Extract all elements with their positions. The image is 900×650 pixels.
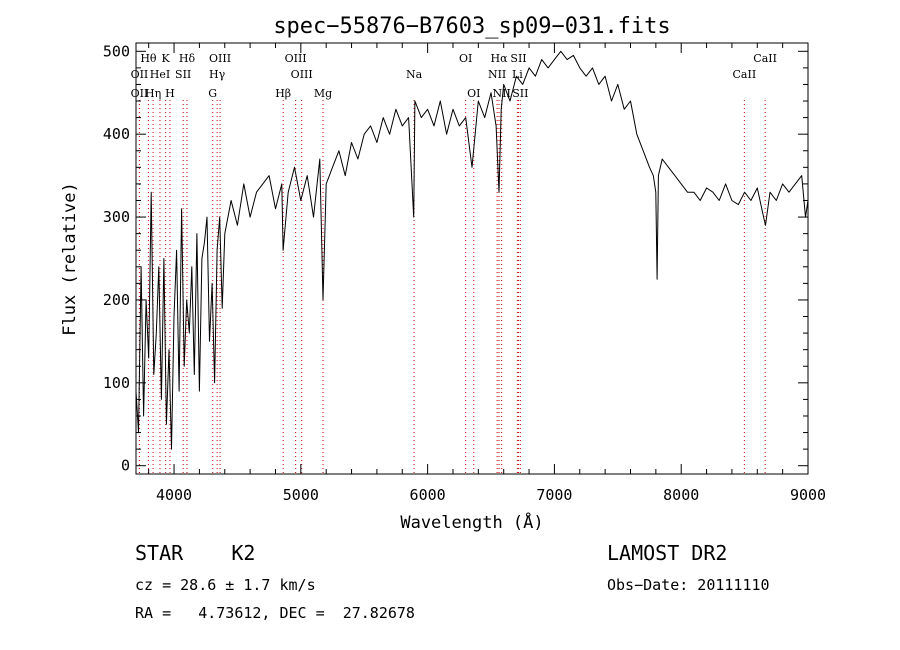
y-tick-label: 200 bbox=[103, 291, 130, 309]
marker-label: Hα bbox=[490, 52, 508, 65]
marker-label: Hθ bbox=[140, 52, 157, 65]
y-tick-label: 500 bbox=[103, 42, 130, 60]
marker-label: OI bbox=[467, 87, 480, 100]
survey-name: LAMOST DR2 bbox=[607, 541, 728, 565]
marker-label: OII bbox=[131, 68, 149, 81]
marker-label: CaII bbox=[733, 68, 757, 81]
coordinates: RA = 4.73612, DEC = 27.82678 bbox=[135, 604, 415, 622]
marker-label: HeI bbox=[150, 68, 170, 81]
marker-label: Hδ bbox=[179, 52, 196, 65]
plot-frame bbox=[135, 42, 809, 475]
marker-label: Hβ bbox=[275, 87, 291, 100]
x-tick-label: 7000 bbox=[536, 486, 572, 504]
y-tick-label: 400 bbox=[103, 125, 130, 143]
x-tick-label: 6000 bbox=[410, 486, 446, 504]
chart-title: spec−55876−B7603_sp09−031.fits bbox=[273, 14, 670, 39]
marker-label: CaII bbox=[753, 52, 777, 65]
marker-label: Li bbox=[512, 68, 523, 81]
marker-label: SII bbox=[510, 52, 526, 65]
observation-date: Obs−Date: 20111110 bbox=[607, 576, 770, 594]
y-axis-label: Flux (relative) bbox=[60, 182, 80, 336]
marker-label: Mg bbox=[314, 87, 332, 100]
marker-label: K bbox=[162, 52, 171, 65]
marker-label: NII bbox=[488, 68, 506, 81]
marker-label: NII bbox=[493, 87, 511, 100]
x-tick-label: 9000 bbox=[790, 486, 826, 504]
axes: 4000 5000 6000 7000 8000 9000 0 100 200 300 400 500 bbox=[103, 42, 826, 504]
marker-label: SII bbox=[512, 87, 528, 100]
x-axis-label: Wavelength (Å) bbox=[400, 511, 543, 533]
marker-label: OI bbox=[459, 52, 472, 65]
marker-label: SII bbox=[175, 68, 191, 81]
y-tick-label: 0 bbox=[121, 457, 130, 475]
marker-label: OIII bbox=[209, 52, 231, 65]
marker-label: H bbox=[165, 87, 175, 100]
redshift-velocity: cz = 28.6 ± 1.7 km/s bbox=[135, 576, 316, 594]
spectrum-series bbox=[135, 50, 809, 450]
marker-label: G bbox=[208, 87, 217, 100]
marker-label: Na bbox=[406, 68, 423, 81]
marker-label: Hγ bbox=[209, 68, 226, 81]
marker-label: OIII bbox=[291, 68, 313, 81]
spectrum-line bbox=[135, 50, 809, 450]
y-tick-label: 100 bbox=[103, 374, 130, 392]
x-tick-label: 8000 bbox=[663, 486, 699, 504]
x-tick-label: 5000 bbox=[283, 486, 319, 504]
marker-label: OIII bbox=[285, 52, 307, 65]
y-tick-label: 300 bbox=[103, 208, 130, 226]
x-tick-label: 4000 bbox=[156, 486, 192, 504]
marker-label: Hη bbox=[145, 87, 161, 100]
object-class: STAR K2 bbox=[135, 541, 256, 565]
marker-label: OII bbox=[131, 87, 149, 100]
